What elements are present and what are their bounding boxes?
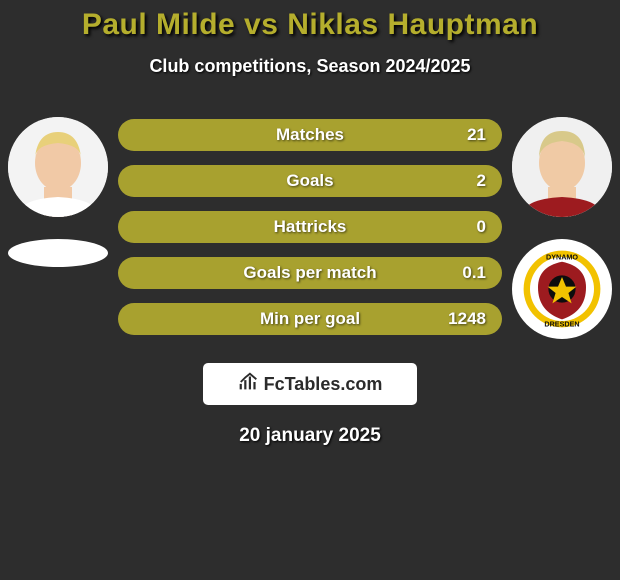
svg-text:DRESDEN: DRESDEN (544, 320, 579, 329)
chart-icon (238, 371, 260, 398)
stat-row: Goals 2 (118, 165, 502, 197)
left-player-avatar (8, 117, 108, 217)
stat-label: Goals (286, 171, 333, 191)
stat-label: Hattricks (274, 217, 347, 237)
right-player-column: DYNAMO DRESDEN (512, 117, 612, 339)
stat-value-right: 0.1 (462, 263, 486, 283)
stat-value-right: 0 (477, 217, 486, 237)
players-row: Matches 21 Goals 2 Hattricks 0 Goals per match… (0, 117, 620, 339)
left-player-column (8, 117, 108, 267)
stat-value-right: 2 (477, 171, 486, 191)
right-team-badge: DYNAMO DRESDEN (512, 239, 612, 339)
svg-text:DYNAMO: DYNAMO (546, 252, 578, 261)
stat-row: Hattricks 0 (118, 211, 502, 243)
stat-label: Min per goal (260, 309, 360, 329)
page-title: Paul Milde vs Niklas Hauptman (0, 8, 620, 42)
stat-row: Matches 21 (118, 119, 502, 151)
stat-label: Matches (276, 125, 344, 145)
stat-label: Goals per match (243, 263, 376, 283)
stats-list: Matches 21 Goals 2 Hattricks 0 Goals per match… (118, 117, 502, 335)
stat-value-right: 1248 (448, 309, 486, 329)
stat-row: Min per goal 1248 (118, 303, 502, 335)
comparison-card: Paul Milde vs Niklas Hauptman Club compe… (0, 0, 620, 447)
right-player-avatar (512, 117, 612, 217)
stat-row: Goals per match 0.1 (118, 257, 502, 289)
subtitle: Club competitions, Season 2024/2025 (0, 56, 620, 77)
stat-value-right: 21 (467, 125, 486, 145)
left-team-badge (8, 239, 108, 267)
date-label: 20 january 2025 (0, 425, 620, 447)
site-logo-text: FcTables.com (264, 374, 383, 395)
site-logo[interactable]: FcTables.com (203, 363, 417, 405)
